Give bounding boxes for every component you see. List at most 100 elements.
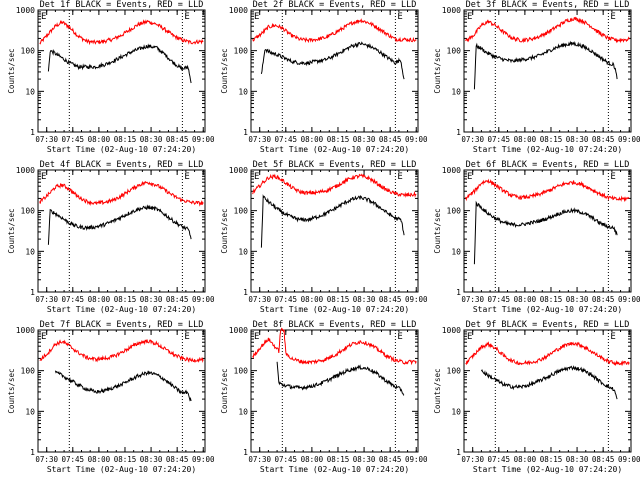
- corner-flag-left: E: [254, 172, 259, 182]
- x-tick-label: 07:45: [488, 135, 511, 144]
- x-tick-label: 08:30: [140, 295, 163, 304]
- chart-title: Det 1f BLACK = Events, RED = LLD: [40, 0, 204, 10]
- chart-title: Det 3f BLACK = Events, RED = LLD: [466, 0, 630, 10]
- panel-det-8: Det 8f BLACK = Events, RED = LLD 1 10 100 10…: [220, 320, 428, 474]
- corner-flag-right: E: [610, 172, 615, 182]
- y-axis-label: Counts/sec: [220, 368, 229, 413]
- x-tick-label: 08:30: [353, 135, 376, 144]
- y-tick-label: 100: [234, 47, 249, 56]
- y-tick-label: 1000: [16, 6, 35, 15]
- x-tick-label: 07:45: [62, 295, 85, 304]
- y-tick-label: 1000: [16, 326, 35, 335]
- y-tick-label: 10: [238, 87, 248, 96]
- series-line-lld: [39, 339, 204, 364]
- x-tick-label: 09:00: [618, 135, 640, 144]
- x-tick-label: 07:30: [248, 455, 271, 464]
- series-line-lld: [39, 180, 204, 207]
- y-tick-label: 1000: [229, 166, 248, 175]
- y-tick-label: 100: [447, 47, 462, 56]
- series-line-events: [473, 200, 618, 265]
- corner-flag-right: E: [397, 12, 402, 22]
- x-tick-label: 07:45: [488, 455, 511, 464]
- x-tick-label: 08:45: [592, 135, 615, 144]
- panel-det-7: Det 7f BLACK = Events, RED = LLD 1 10 100 10…: [7, 320, 215, 474]
- x-tick-label: 08:00: [301, 455, 324, 464]
- x-tick-label: 08:45: [379, 455, 402, 464]
- x-tick-label: 08:45: [592, 455, 615, 464]
- chart-title: Det 7f BLACK = Events, RED = LLD: [40, 320, 204, 330]
- x-tick-label: 09:00: [405, 455, 428, 464]
- x-tick-label: 07:45: [62, 135, 85, 144]
- y-tick-label: 1: [456, 448, 461, 457]
- x-tick-label: 07:30: [248, 295, 271, 304]
- series-line-events: [260, 194, 405, 248]
- corner-flag-left: E: [41, 172, 46, 182]
- series-line-events: [260, 41, 405, 80]
- x-tick-label: 08:45: [379, 295, 402, 304]
- series-line-events: [480, 365, 618, 400]
- plot-frame: [250, 169, 419, 293]
- x-tick-label: 08:15: [540, 455, 563, 464]
- y-axis-label: Counts/sec: [433, 368, 442, 413]
- x-tick-label: 08:45: [379, 135, 402, 144]
- panel-det-1: Det 1f BLACK = Events, RED = LLD 1 10 100 10…: [7, 0, 215, 154]
- x-tick-label: 07:30: [35, 455, 58, 464]
- y-tick-label: 100: [447, 367, 462, 376]
- x-tick-label: 08:30: [566, 455, 589, 464]
- chart-title: Det 4f BLACK = Events, RED = LLD: [40, 160, 204, 170]
- y-tick-label: 1: [243, 128, 248, 137]
- x-axis-label: Start Time (02-Aug-10 07:24:20): [260, 145, 409, 154]
- panel-det-2: Det 2f BLACK = Events, RED = LLD 1 10 100 10…: [220, 0, 428, 154]
- x-tick-label: 07:45: [275, 455, 298, 464]
- y-axis-label: Counts/sec: [7, 368, 16, 413]
- plot-frame: [463, 329, 632, 453]
- x-tick-label: 08:00: [514, 295, 537, 304]
- x-tick-label: 08:15: [540, 135, 563, 144]
- x-tick-label: 09:00: [192, 455, 215, 464]
- x-tick-label: 07:45: [275, 135, 298, 144]
- corner-flag-right: E: [397, 332, 402, 342]
- x-tick-label: 09:00: [618, 455, 640, 464]
- y-tick-label: 1000: [442, 166, 461, 175]
- y-axis-label: Counts/sec: [433, 48, 442, 93]
- x-tick-label: 08:00: [514, 135, 537, 144]
- y-tick-label: 1: [243, 448, 248, 457]
- x-tick-label: 09:00: [405, 135, 428, 144]
- series-line-events: [47, 43, 192, 84]
- y-tick-label: 10: [25, 407, 35, 416]
- x-tick-label: 08:30: [566, 135, 589, 144]
- corner-flag-left: E: [254, 332, 259, 342]
- y-tick-label: 1: [456, 128, 461, 137]
- x-axis-label: Start Time (02-Aug-10 07:24:20): [260, 305, 409, 314]
- x-tick-label: 08:30: [353, 455, 376, 464]
- series-line-events: [276, 361, 405, 396]
- corner-flag-left: E: [41, 12, 46, 22]
- y-tick-label: 10: [451, 247, 461, 256]
- y-tick-label: 100: [21, 207, 36, 216]
- chart-title: Det 8f BLACK = Events, RED = LLD: [253, 320, 417, 330]
- y-tick-label: 10: [238, 407, 248, 416]
- y-tick-label: 100: [234, 207, 249, 216]
- y-tick-label: 10: [25, 87, 35, 96]
- series-line-lld: [465, 178, 630, 203]
- x-tick-label: 08:30: [353, 295, 376, 304]
- y-tick-label: 100: [21, 367, 36, 376]
- plot-frame: [463, 169, 632, 293]
- x-tick-label: 08:45: [166, 455, 189, 464]
- y-tick-label: 10: [25, 247, 35, 256]
- panel-det-6: Det 6f BLACK = Events, RED = LLD 1 10 100 10…: [433, 160, 640, 314]
- corner-flag-left: E: [467, 12, 472, 22]
- plot-frame: [37, 169, 206, 293]
- series-line-lld: [39, 19, 204, 46]
- y-tick-label: 1000: [229, 326, 248, 335]
- y-tick-label: 1: [30, 448, 35, 457]
- series-line-events: [54, 370, 192, 402]
- y-tick-label: 100: [234, 367, 249, 376]
- x-tick-label: 07:45: [62, 455, 85, 464]
- x-tick-label: 09:00: [618, 295, 640, 304]
- x-tick-label: 08:00: [88, 135, 111, 144]
- series-line-lld: [252, 173, 417, 198]
- x-tick-label: 08:45: [166, 135, 189, 144]
- panel-det-9: Det 9f BLACK = Events, RED = LLD 1 10 100 10…: [433, 320, 640, 474]
